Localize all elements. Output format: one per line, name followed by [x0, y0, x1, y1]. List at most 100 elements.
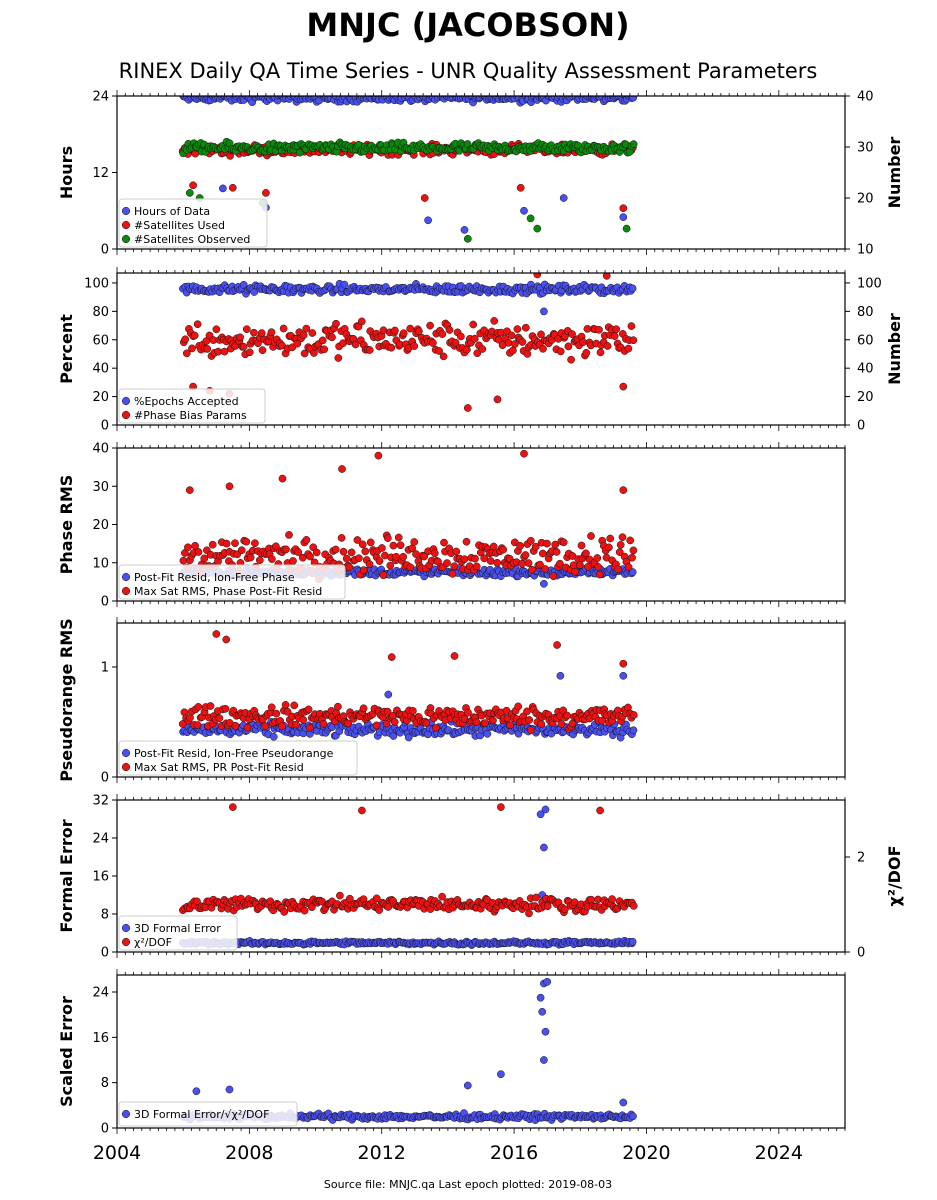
y-right-tick-label: 2	[857, 851, 865, 866]
data-point	[513, 325, 522, 333]
y-right-tick-label: 60	[857, 333, 874, 348]
data-point	[242, 537, 251, 546]
data-point	[551, 540, 560, 549]
data-point	[262, 189, 270, 197]
legend-marker	[121, 923, 131, 933]
legend: 3D Formal Error/√χ²/DOF	[118, 1101, 298, 1127]
y-right-tick-label: 30	[857, 141, 874, 156]
data-point	[526, 536, 535, 545]
data-point	[222, 635, 231, 644]
data-point	[222, 539, 231, 548]
data-point	[336, 891, 344, 900]
data-point	[594, 563, 602, 571]
data-point	[366, 538, 375, 547]
data-point	[486, 557, 495, 565]
data-point	[231, 721, 240, 730]
data-point	[334, 354, 343, 362]
data-point	[622, 224, 631, 233]
data-point	[300, 349, 309, 358]
data-point	[190, 331, 199, 340]
legend-entry: 3D Formal Error	[134, 922, 221, 935]
data-point	[473, 349, 482, 358]
y-right-tick-label: 40	[857, 90, 874, 105]
data-point	[250, 328, 258, 337]
data-point	[406, 563, 415, 572]
data-point	[337, 534, 346, 542]
legend: Post-Fit Resid, Ion-Free PseudorangeMax …	[118, 740, 358, 776]
scatter-points	[179, 273, 638, 412]
y-tick-label: 60	[92, 333, 109, 348]
data-point	[577, 541, 586, 550]
data-point	[628, 937, 637, 946]
source-footer: Source file: MNJC.qa Last epoch plotted:…	[324, 1178, 612, 1191]
data-point	[219, 184, 227, 193]
data-point	[629, 711, 638, 719]
y-right-tick-label: 0	[857, 946, 865, 961]
data-point	[629, 336, 638, 345]
data-point	[518, 559, 526, 568]
data-point	[521, 551, 530, 559]
y-tick-label: 40	[92, 442, 109, 457]
data-point	[531, 542, 540, 551]
data-point	[294, 548, 303, 556]
data-point	[568, 719, 577, 728]
panel-phase: 0 10 20 30 40 Phase RMS Post-Fit Resid, Ion-Fr…	[57, 442, 846, 610]
data-point	[552, 548, 561, 556]
data-point	[372, 721, 381, 730]
data-point	[520, 206, 528, 215]
data-point	[524, 559, 533, 567]
legend-entry: #Satellites Used	[134, 219, 225, 232]
data-point	[540, 307, 548, 316]
data-point	[624, 563, 633, 571]
data-point	[533, 273, 542, 279]
data-point	[541, 805, 550, 814]
data-point	[289, 557, 297, 565]
data-point	[374, 451, 383, 460]
y-tick-label: 30	[92, 480, 109, 495]
legend-marker	[121, 586, 131, 596]
x-tick-label: 2012	[358, 1142, 406, 1164]
y-right-tick-label: 20	[857, 192, 874, 207]
data-point	[359, 566, 368, 574]
data-point	[189, 181, 197, 190]
data-point	[490, 317, 499, 325]
data-point	[193, 721, 202, 729]
data-point	[191, 541, 199, 550]
y-tick-label: 0	[101, 1122, 109, 1137]
data-point	[619, 671, 628, 680]
data-point	[345, 563, 354, 572]
y-right-tick-label: 0	[857, 419, 865, 434]
data-point	[410, 538, 419, 546]
data-point	[541, 1027, 550, 1036]
y-tick-label: 24	[92, 986, 109, 1001]
data-point	[462, 537, 471, 546]
data-point	[541, 565, 550, 573]
data-point	[603, 342, 612, 350]
y-tick-label: 0	[101, 243, 109, 258]
data-point	[278, 474, 287, 483]
data-point	[257, 329, 266, 337]
data-point	[532, 893, 540, 902]
data-point	[435, 347, 443, 355]
data-point	[464, 708, 472, 717]
data-point	[282, 545, 290, 554]
data-point	[347, 548, 356, 557]
data-point	[272, 709, 281, 718]
y-tick-label: 8	[101, 908, 109, 923]
data-point	[353, 536, 362, 544]
y-right-tick-label: 10	[857, 243, 874, 258]
data-point	[302, 536, 311, 544]
data-point	[451, 338, 460, 347]
data-point	[556, 347, 565, 356]
y-right-tick-label: 40	[857, 362, 874, 377]
data-point	[365, 560, 374, 569]
y-tick-label: 0	[101, 771, 109, 786]
data-point	[612, 325, 621, 334]
y-tick-label: 1	[101, 661, 109, 676]
data-point	[514, 702, 523, 711]
data-point	[614, 565, 622, 574]
data-point	[481, 719, 489, 727]
data-point	[406, 324, 415, 333]
